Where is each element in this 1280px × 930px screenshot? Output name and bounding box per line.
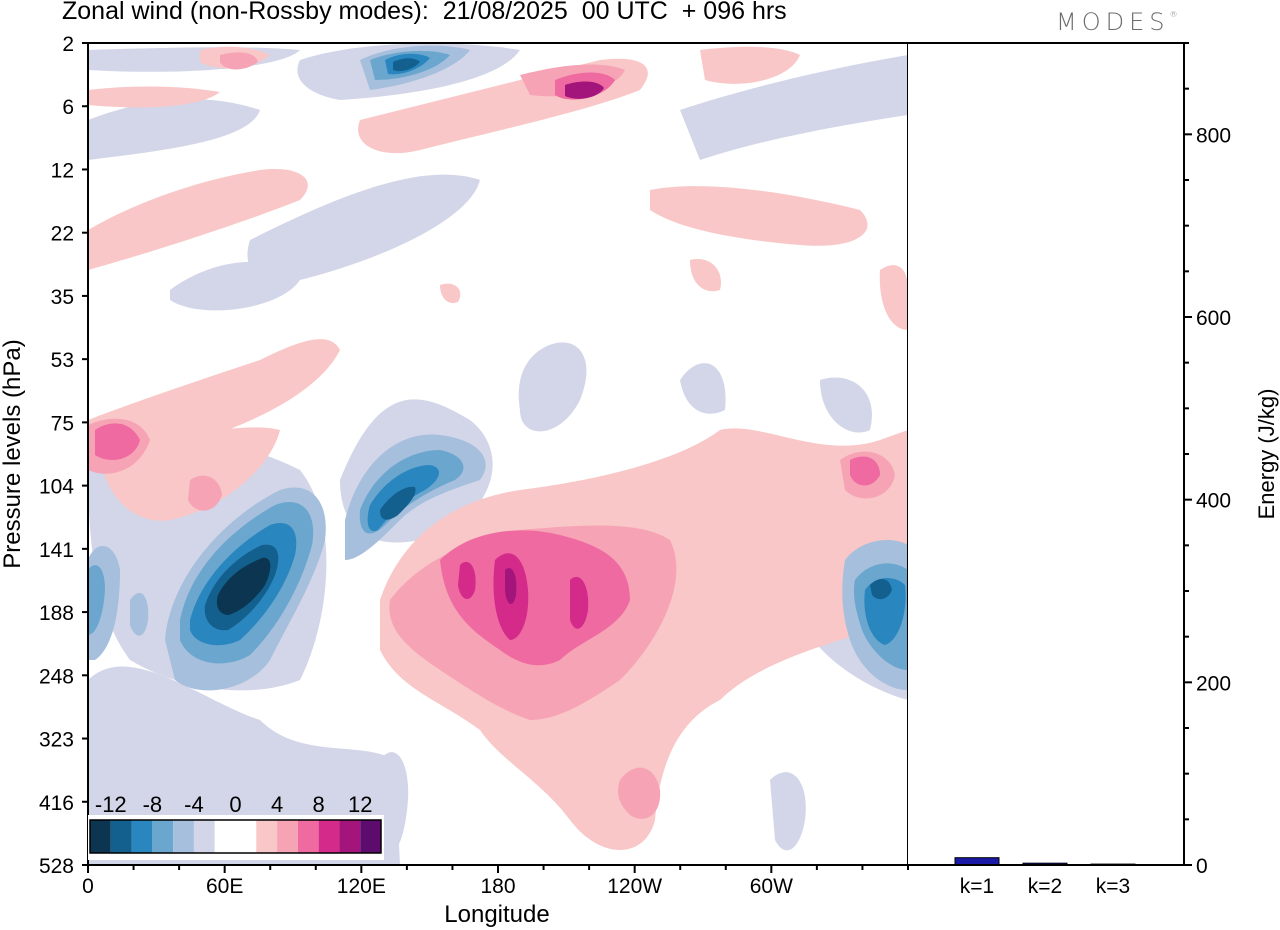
x-tick-label: 60E	[206, 875, 243, 898]
energy-bar-chart: 0 200 400 600 800 k=1 k=2 k=3 Energy (J/kg)	[908, 42, 1279, 898]
y-tick-label: 141	[39, 539, 74, 562]
chart-title: Zonal wind (non-Rossby modes): 21/08/202…	[62, 0, 787, 25]
energy-category-label: k=3	[1096, 875, 1130, 898]
colorbar-swatch	[297, 820, 319, 853]
x-axis-label: Longitude	[444, 901, 549, 928]
colorbar-tick-label: 4	[271, 792, 283, 817]
heatmap-plot	[87, 42, 909, 866]
y-tick-label: 2	[62, 33, 74, 56]
colorbar-swatch	[339, 820, 361, 853]
y-tick-label: 6	[62, 96, 74, 119]
colorbar-swatch	[277, 820, 298, 853]
energy-tick-label: 0	[1196, 855, 1208, 878]
y-tick-label: 188	[39, 602, 74, 625]
energy-bar	[954, 857, 1000, 866]
x-tick-label: 0	[82, 875, 94, 898]
y-tick-label: 35	[51, 286, 74, 309]
y-tick-label: 248	[39, 665, 74, 688]
energy-tick-label: 400	[1196, 490, 1231, 513]
energy-tick-label: 200	[1196, 672, 1231, 695]
colorbar-swatch	[235, 820, 257, 853]
colorbar-tick-label: 8	[313, 792, 325, 817]
colorbar-tick-label: 12	[348, 792, 372, 817]
y-tick-label: 75	[51, 412, 74, 435]
colorbar-swatch	[110, 820, 132, 853]
x-tick-label: 120E	[337, 875, 386, 898]
y-axis-label: Pressure levels (hPa)	[0, 339, 26, 568]
x-tick-label: 60W	[750, 875, 793, 898]
colorbar-swatch	[90, 820, 111, 853]
x-tick-label: 180	[480, 875, 515, 898]
energy-category-label: k=2	[1028, 875, 1062, 898]
x-tick-label: 120W	[607, 875, 662, 898]
y-tick-label: 528	[39, 855, 74, 878]
colorbar-swatches	[89, 819, 382, 854]
energy-tick-label: 600	[1196, 307, 1231, 330]
colorbar-swatch	[131, 820, 153, 853]
colorbar-swatch	[318, 820, 340, 853]
y-tick-label: 416	[39, 792, 74, 815]
energy-x-axis: k=1 k=2 k=3	[960, 875, 1130, 898]
heatmap-x-axis: 0 60E 120E 180 120W 60W	[82, 865, 909, 898]
y-tick-label: 104	[39, 476, 74, 499]
energy-category-label: k=1	[960, 875, 994, 898]
y-tick-label: 22	[51, 223, 74, 246]
colorbar-swatch	[256, 820, 278, 853]
y-tick-label: 53	[51, 349, 74, 372]
y-tick-label: 12	[51, 159, 74, 182]
energy-axis-label: Energy (J/kg)	[1254, 389, 1279, 520]
contour-field	[88, 43, 908, 865]
y-tick-label: 323	[39, 729, 74, 752]
colorbar-tick-label: -4	[184, 792, 204, 817]
colorbar-swatch	[152, 820, 174, 853]
colorbar-tick-label: -8	[143, 792, 163, 817]
colorbar-frame	[89, 819, 382, 854]
colorbar-tick-label: 0	[229, 792, 241, 817]
colorbar-swatch	[214, 820, 236, 853]
modes-logo: MODES®	[1056, 8, 1178, 36]
energy-tick-label: 800	[1196, 124, 1231, 147]
heatmap-y-axis: 2 6 12 22 35 53 75 104 141 188 248 323 416 528	[39, 33, 88, 878]
energy-y-axis: 0 200 400 600 800	[1184, 42, 1231, 878]
colorbar-swatch	[360, 820, 381, 853]
colorbar-tick-label: -12	[95, 792, 127, 817]
colorbar-labels: -12 -8 -4 0 4 8 12	[95, 792, 373, 817]
colorbar-swatch	[173, 820, 194, 853]
colorbar-swatch	[193, 820, 215, 853]
colorbar: -12 -8 -4 0 4 8 12	[88, 792, 384, 860]
